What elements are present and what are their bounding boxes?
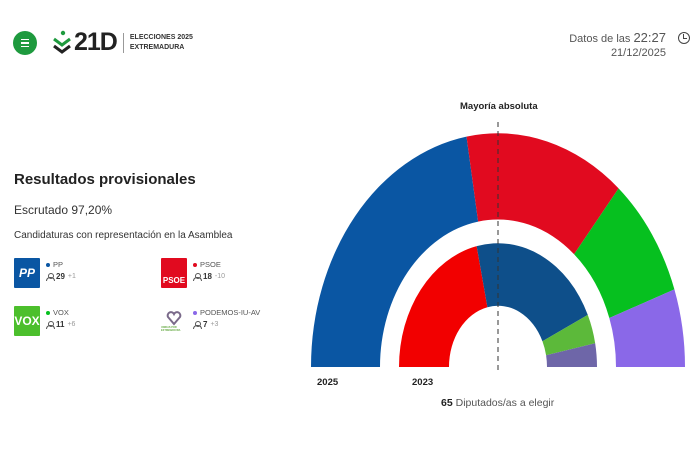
party-vox[interactable]: VOX VOX 11 +6 (14, 306, 75, 336)
seat-change: +3 (210, 321, 219, 328)
results-title: Resultados provisionales (14, 171, 196, 188)
seat-change: +1 (67, 273, 76, 280)
color-dot (46, 310, 50, 315)
party-psoe[interactable]: PSOE PSOE 18 -10 (161, 258, 225, 288)
party-name: VOX (53, 308, 69, 317)
person-icon (46, 320, 55, 329)
divider (122, 32, 124, 53)
data-label: Datos de las (569, 33, 631, 45)
seat-change: -10 (214, 273, 226, 280)
seats: 11 (56, 320, 65, 329)
segment-2023-pp[interactable] (476, 243, 588, 342)
seats: 29 (56, 272, 65, 281)
majority-label: Mayoría absoluta (460, 101, 538, 112)
segment-2025-podemos-iu-av[interactable] (609, 289, 685, 367)
psoe-logo: PSOE (161, 258, 187, 288)
menu-button[interactable] (13, 31, 37, 55)
election-title: ELECCIONES 2025 (129, 33, 193, 41)
logo-text: 21D (74, 28, 118, 56)
color-dot (193, 262, 197, 267)
timestamp: Datos de las 22:27 21/12/2025 (569, 31, 666, 60)
party-podemos[interactable]: UNIDAS POR EXTREMADURA PODEMOS-IU-AV 7 +3 (161, 306, 260, 336)
person-icon (193, 320, 202, 329)
color-dot (193, 310, 197, 315)
party-name: PSOE (200, 260, 221, 269)
segment-2023-vox[interactable] (542, 314, 596, 356)
segment-2025-vox[interactable] (574, 188, 675, 319)
segment-2023-psoe[interactable] (399, 246, 488, 367)
heart-icon (166, 311, 182, 326)
total-seats: 65 Diputados/as a elegir (441, 397, 555, 409)
party-name: PP (53, 260, 64, 269)
date: 21/12/2025 (610, 47, 666, 59)
logo-mark-icon (53, 30, 71, 54)
pp-logo: PP (14, 258, 40, 288)
person-icon (193, 272, 202, 281)
seat-change: +6 (67, 321, 76, 328)
time: 22:27 (633, 30, 666, 45)
segment-2025-pp[interactable] (311, 136, 479, 367)
podemos-logo: UNIDAS POR EXTREMADURA (161, 306, 187, 336)
history-icon[interactable] (678, 32, 690, 44)
region-title: EXTREMADURA (129, 43, 185, 51)
party-name: PODEMOS-IU-AV (200, 308, 261, 317)
segment-2025-psoe[interactable] (466, 133, 619, 255)
logo[interactable]: 21D ELECCIONES 2025 EXTREMADURA (52, 28, 193, 57)
color-dot (46, 262, 50, 267)
ring-label-2023: 2023 (412, 377, 434, 388)
candidacies-subtitle: Candidaturas con representación en la As… (14, 230, 233, 241)
seats: 18 (203, 272, 212, 281)
scrutinized-percent: Escrutado 97,20% (14, 203, 113, 217)
party-pp[interactable]: PP PP 29 +1 (14, 258, 76, 288)
person-icon (46, 272, 55, 281)
vox-logo: VOX (14, 306, 40, 336)
segment-2023-podemos-iu-av[interactable] (546, 343, 597, 367)
seats: 7 (203, 320, 208, 329)
ring-label-2025: 2025 (317, 377, 339, 388)
